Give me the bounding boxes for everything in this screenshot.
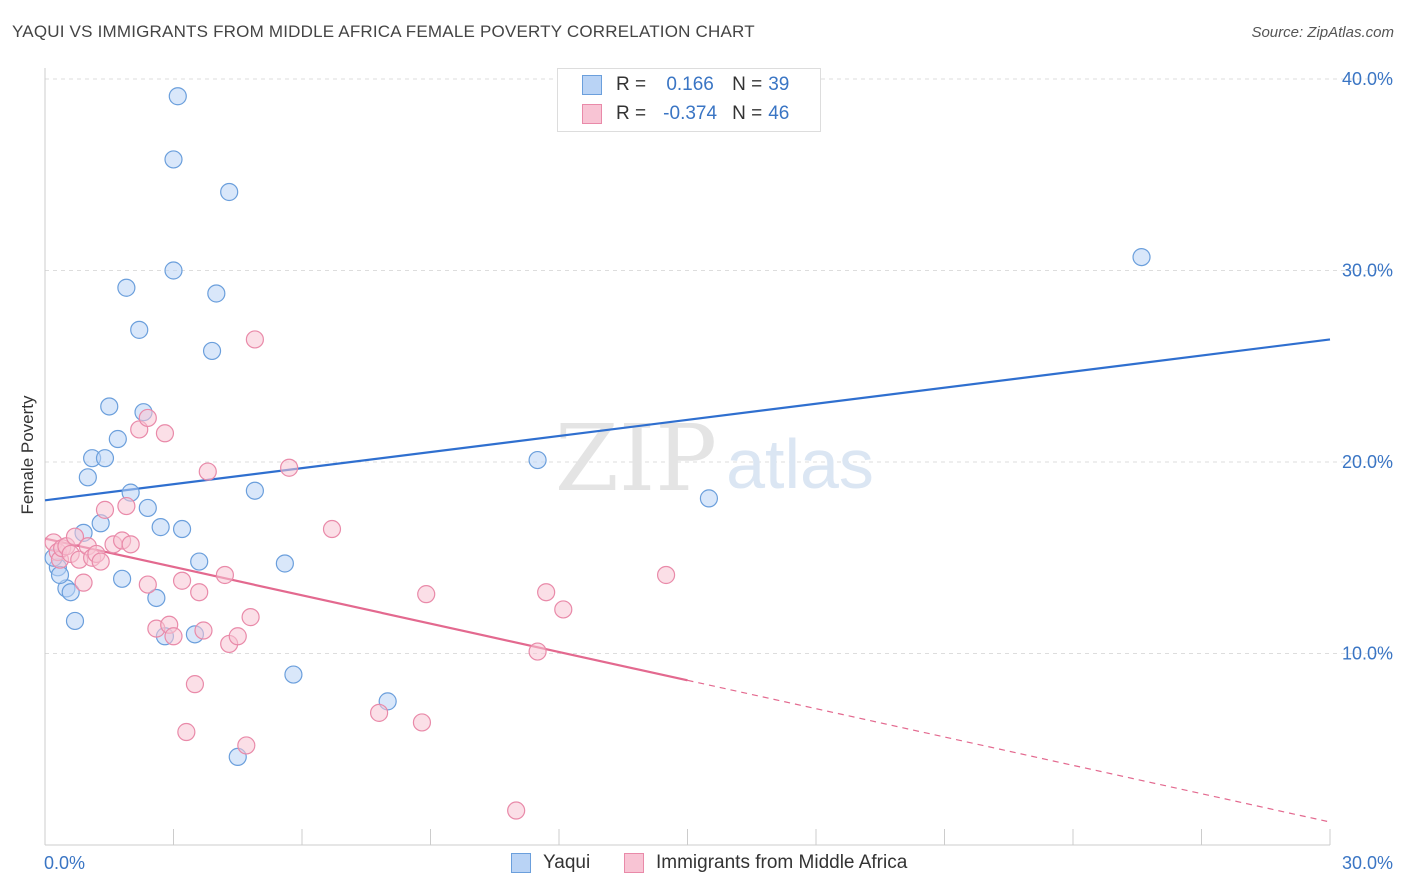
correlation-legend: R = 0.166 N = 39 R = -0.374 N = 46 bbox=[557, 68, 821, 132]
bottom-legend-label-yaqui: Yaqui bbox=[543, 852, 591, 873]
trend-line-middle-africa-extension bbox=[687, 679, 1331, 823]
point-yaqui bbox=[112, 569, 132, 588]
point-yaqui bbox=[164, 150, 183, 169]
data-points bbox=[44, 87, 1151, 820]
point-yaqui bbox=[528, 450, 547, 470]
tick-labels: 10.0% 20.0% 30.0% 40.0% 0.0% 30.0% bbox=[44, 69, 1393, 873]
point-yaqui bbox=[61, 583, 80, 602]
point-middle-africa bbox=[121, 535, 140, 554]
point-yaqui bbox=[172, 519, 192, 539]
point-middle-africa bbox=[138, 575, 157, 594]
grid-lines bbox=[45, 78, 1392, 654]
point-middle-africa bbox=[237, 736, 256, 755]
y-tick-label: 10.0% bbox=[1342, 644, 1393, 664]
point-yaqui bbox=[100, 397, 119, 416]
legend-swatch-middle-africa bbox=[582, 104, 602, 124]
point-middle-africa bbox=[412, 713, 432, 732]
point-yaqui bbox=[50, 565, 70, 585]
legend-r-label: R = bbox=[616, 103, 647, 124]
point-middle-africa bbox=[245, 330, 264, 349]
legend-r-value-yaqui: 0.166 bbox=[666, 74, 714, 95]
point-yaqui bbox=[138, 498, 157, 518]
bottom-legend-swatch-yaqui bbox=[511, 853, 531, 873]
point-middle-africa bbox=[215, 565, 234, 585]
point-middle-africa bbox=[280, 458, 299, 477]
watermark: ZIP atlas bbox=[555, 405, 874, 512]
point-yaqui bbox=[117, 278, 136, 297]
point-middle-africa bbox=[656, 565, 676, 585]
point-yaqui bbox=[78, 468, 97, 487]
point-yaqui bbox=[108, 429, 127, 449]
point-middle-africa bbox=[91, 552, 110, 571]
point-yaqui bbox=[130, 320, 149, 339]
legend-row-middle-africa: R = -0.374 N = 46 bbox=[582, 102, 789, 126]
trend-line-middle-africa bbox=[44, 537, 688, 682]
point-middle-africa bbox=[172, 571, 192, 590]
point-middle-africa bbox=[65, 527, 85, 546]
point-middle-africa bbox=[554, 600, 573, 619]
point-middle-africa bbox=[507, 801, 526, 820]
point-yaqui bbox=[147, 588, 166, 608]
point-yaqui bbox=[202, 341, 222, 361]
bottom-legend-swatch-middle-africa bbox=[624, 853, 644, 873]
point-yaqui bbox=[190, 552, 209, 571]
point-yaqui bbox=[168, 87, 187, 106]
point-middle-africa bbox=[370, 703, 389, 722]
point-yaqui bbox=[207, 284, 226, 303]
y-tick-label: 30.0% bbox=[1342, 261, 1393, 281]
point-yaqui bbox=[1132, 247, 1151, 267]
legend-n-label: N = bbox=[732, 103, 763, 124]
point-middle-africa bbox=[194, 621, 213, 640]
point-yaqui bbox=[95, 449, 115, 468]
point-middle-africa bbox=[528, 642, 547, 661]
point-middle-africa bbox=[155, 424, 175, 443]
y-tick-label: 40.0% bbox=[1342, 69, 1393, 89]
bottom-legend-middle-africa: Immigrants from Middle Africa bbox=[624, 852, 907, 874]
chart-title: YAQUI VS IMMIGRANTS FROM MIDDLE AFRICA F… bbox=[12, 22, 755, 41]
point-middle-africa bbox=[228, 627, 247, 646]
point-middle-africa bbox=[537, 583, 556, 602]
point-yaqui bbox=[151, 518, 170, 537]
point-middle-africa bbox=[117, 496, 136, 516]
point-middle-africa bbox=[138, 408, 157, 428]
source-label: Source: ZipAtlas.com bbox=[1251, 24, 1394, 41]
trend-line-yaqui bbox=[44, 338, 1331, 502]
bottom-legend-yaqui: Yaqui bbox=[511, 852, 590, 874]
legend-n-value-yaqui: 39 bbox=[768, 74, 790, 95]
point-yaqui bbox=[284, 665, 303, 684]
watermark-zip: ZIP bbox=[555, 405, 717, 512]
legend-r-value-middle-africa: -0.374 bbox=[663, 103, 718, 124]
point-middle-africa bbox=[95, 500, 115, 519]
trend-lines bbox=[44, 338, 1331, 823]
legend-n-value-middle-africa: 46 bbox=[768, 103, 790, 124]
axes bbox=[44, 68, 1331, 846]
point-middle-africa bbox=[185, 675, 205, 694]
point-middle-africa bbox=[241, 608, 260, 627]
point-yaqui bbox=[275, 554, 294, 573]
legend-row-yaqui: R = 0.166 N = 39 bbox=[582, 73, 789, 97]
point-yaqui bbox=[699, 489, 719, 508]
point-yaqui bbox=[220, 182, 239, 202]
point-middle-africa bbox=[198, 462, 217, 481]
point-middle-africa bbox=[177, 722, 196, 742]
legend-n-label: N = bbox=[732, 74, 763, 95]
point-yaqui bbox=[164, 261, 183, 280]
legend-r-label: R = bbox=[616, 74, 647, 95]
bottom-legend-label-middle-africa: Immigrants from Middle Africa bbox=[656, 852, 908, 873]
point-yaqui bbox=[65, 611, 85, 631]
x-tick-label-min: 0.0% bbox=[44, 853, 85, 873]
legend-swatch-yaqui bbox=[582, 75, 602, 95]
point-middle-africa bbox=[190, 583, 209, 602]
point-middle-africa bbox=[74, 573, 93, 592]
y-tick-label: 20.0% bbox=[1342, 452, 1393, 472]
point-middle-africa bbox=[417, 585, 436, 604]
point-middle-africa bbox=[322, 519, 342, 539]
watermark-atlas: atlas bbox=[726, 425, 874, 503]
point-middle-africa bbox=[164, 627, 183, 646]
point-yaqui bbox=[245, 481, 264, 500]
x-tick-label-max: 30.0% bbox=[1342, 853, 1393, 873]
